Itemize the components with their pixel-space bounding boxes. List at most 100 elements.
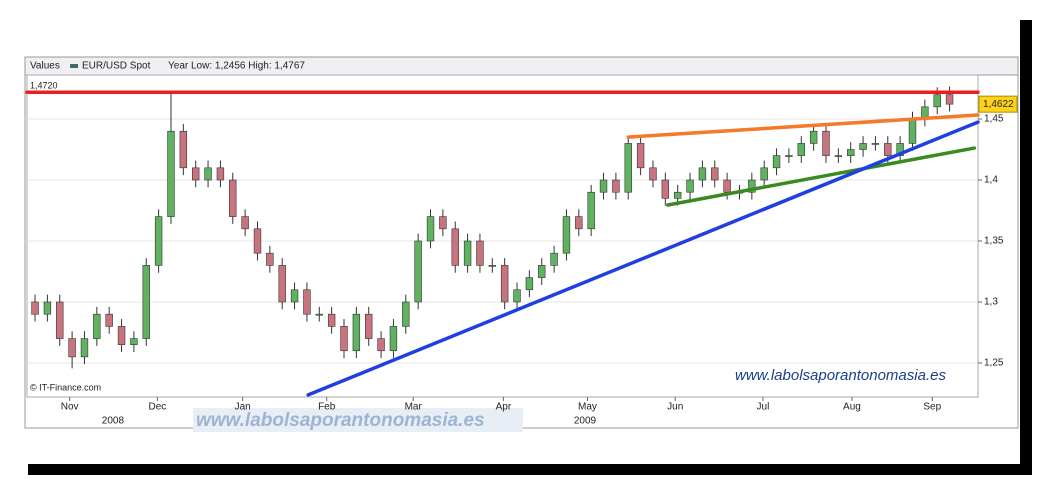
y-tick-label: 1,3 — [984, 297, 998, 308]
x-tick-label: Feb — [318, 402, 336, 413]
year-label: 2009 — [574, 416, 597, 427]
candle-body — [142, 265, 150, 339]
candle-body — [525, 277, 534, 291]
candle-body — [785, 155, 793, 157]
candle-body — [451, 228, 459, 266]
trendline — [666, 146, 977, 207]
candle-body — [80, 338, 89, 358]
candle-body — [636, 143, 645, 169]
x-tick-label: Apr — [496, 402, 512, 413]
candle-body — [402, 301, 410, 327]
candle-body — [599, 179, 608, 193]
candle-body — [587, 191, 595, 230]
candle-body — [154, 216, 163, 266]
candle-body — [933, 94, 941, 108]
candle-body — [179, 130, 188, 169]
candle-body — [278, 265, 286, 303]
candle-body — [105, 313, 113, 327]
candle-body — [945, 94, 954, 105]
candle-body — [908, 118, 917, 144]
candle-body — [414, 240, 422, 303]
x-tick-label: Jan — [235, 402, 251, 413]
candle-body — [871, 143, 880, 145]
candle-body — [723, 179, 731, 193]
candle-body — [822, 130, 830, 156]
candle-body — [327, 313, 336, 327]
candle-body — [488, 265, 497, 267]
candle-body — [117, 326, 126, 345]
candle-body — [426, 216, 435, 242]
frame-shadow — [28, 464, 1032, 475]
candle-body — [340, 326, 348, 352]
y-tick-label: 1,25 — [984, 358, 1004, 369]
candle-body — [698, 167, 707, 181]
candle-body — [884, 143, 892, 156]
watermark: www.labolsaporantonomasia.es — [735, 367, 946, 384]
candle-body — [167, 130, 175, 217]
candle-body — [365, 313, 373, 339]
candle-body — [352, 313, 361, 352]
high-marker-label: 1,4720 — [30, 81, 58, 91]
candle-body — [748, 179, 756, 193]
candle-body — [315, 313, 323, 316]
legend-swatch — [70, 64, 78, 68]
x-tick-label: Mar — [405, 402, 423, 413]
candle-body — [290, 289, 299, 303]
candle-body — [859, 143, 867, 150]
header-series: EUR/USD Spot — [82, 61, 151, 72]
candle-body — [538, 265, 546, 278]
candle-body — [550, 252, 558, 266]
y-tick-label: 1,4 — [984, 175, 998, 186]
candle-body — [253, 228, 262, 254]
x-tick-label: Jun — [667, 402, 683, 413]
candle-body — [389, 326, 398, 352]
candle-body — [130, 338, 138, 345]
trendline — [626, 113, 980, 139]
candle-body — [377, 338, 385, 352]
candle-body — [439, 216, 447, 230]
frame-shadow — [1020, 20, 1032, 475]
x-tick-label: Aug — [843, 402, 861, 413]
y-tick-label: 1,45 — [984, 114, 1004, 125]
x-tick-label: Sep — [923, 402, 941, 413]
candle-body — [216, 167, 225, 181]
candle-body — [649, 167, 657, 181]
candle-body — [624, 143, 632, 193]
candle-body — [834, 155, 843, 157]
candle-body — [760, 167, 768, 181]
plot-area — [26, 74, 979, 398]
candle-body — [68, 338, 76, 358]
x-tick-label: Dec — [148, 402, 166, 413]
candle-body — [686, 179, 694, 193]
candle-body — [661, 179, 670, 199]
candle-body — [575, 216, 583, 230]
trendline — [306, 120, 980, 397]
x-tick-label: May — [578, 402, 597, 413]
candle-body — [56, 301, 64, 339]
candle-body — [809, 130, 818, 144]
year-label: 2008 — [102, 416, 125, 427]
candle-body — [673, 191, 682, 199]
candle-body — [303, 289, 311, 315]
x-tick-label: Nov — [61, 402, 79, 413]
candle-body — [43, 301, 52, 315]
candle-body — [31, 301, 39, 315]
candle-body — [241, 216, 249, 230]
candle-body — [797, 143, 805, 156]
candle-body — [847, 149, 855, 156]
candle-body — [266, 252, 274, 266]
watermark: www.labolsaporantonomasia.es — [196, 410, 485, 431]
candle-body — [229, 179, 237, 217]
y-tick-label: 1,35 — [984, 236, 1004, 247]
candle-body — [476, 240, 484, 266]
x-tick-label: Jul — [757, 402, 770, 413]
header-range: Year Low: 1,2456 High: 1,4767 — [168, 61, 305, 72]
candle-body — [500, 265, 509, 303]
candle-body — [513, 289, 521, 303]
candle-body — [204, 167, 212, 181]
last-price-box — [978, 95, 1018, 113]
last-price-label: 1,4622 — [983, 99, 1014, 110]
candle-body — [562, 216, 571, 254]
candle-body — [463, 240, 472, 266]
